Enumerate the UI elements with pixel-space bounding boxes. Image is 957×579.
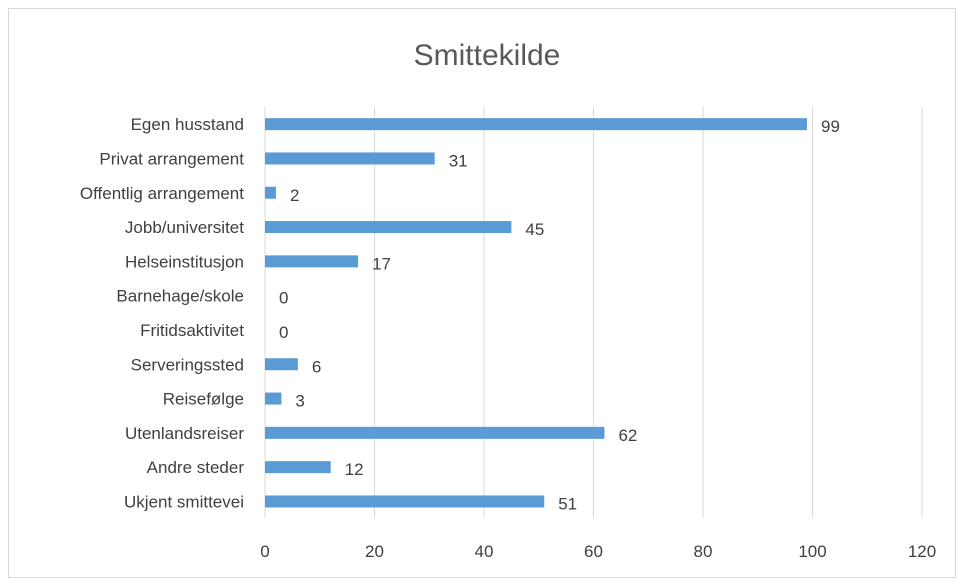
category-label-6: Fritidsaktivitet: [140, 321, 244, 340]
category-label-0: Egen husstand: [131, 115, 244, 134]
bar-2: [265, 186, 276, 199]
value-labels: 99 31 2 45 17 0 0 63 62 12 51: [279, 117, 840, 513]
x-tick-label-5: 100: [798, 542, 826, 561]
category-label-4: Helseinstitusjon: [125, 252, 244, 271]
bar-8: [265, 392, 282, 405]
category-label-1: Privat arrangement: [99, 149, 244, 168]
category-label-2: Offentlig arrangement: [80, 184, 244, 203]
value-label-6: 0: [279, 323, 288, 342]
category-label-3: Jobb/universitet: [125, 218, 244, 237]
gridlines: [264, 107, 923, 518]
x-axis-tick-labels: 0 20 40 60 80 100 120: [260, 542, 936, 561]
bar-11: [265, 495, 545, 508]
value-label-7: 6: [312, 357, 321, 376]
category-label-11: Ukjent smittevei: [124, 492, 244, 511]
value-label-5: 0: [279, 289, 288, 308]
x-tick-label-0: 0: [260, 542, 269, 561]
bar-9: [265, 426, 605, 439]
category-label-5: Barnehage/skole: [116, 287, 244, 306]
chart-frame: [8, 8, 956, 578]
value-label-9: 62: [618, 426, 637, 445]
x-tick-label-2: 40: [475, 542, 494, 561]
value-label-11: 51: [558, 494, 577, 513]
value-label-10: 12: [345, 460, 364, 479]
value-label-3: 45: [525, 220, 544, 239]
x-tick-label-6: 120: [908, 542, 936, 561]
x-tick-label-1: 20: [365, 542, 384, 561]
bars: [265, 118, 808, 508]
bar-10: [265, 461, 331, 474]
bar-7: [265, 358, 298, 371]
x-tick-label-3: 60: [584, 542, 603, 561]
category-label-10: Andre steder: [147, 458, 245, 477]
value-label-4: 17: [372, 254, 391, 273]
value-label-1: 31: [449, 151, 468, 170]
category-label-8: Reisefølge: [163, 390, 244, 409]
bar-0: [265, 118, 808, 131]
category-labels: Egen husstand Privat arrangement Offentlig…: [80, 115, 244, 511]
value-label-8: 3: [295, 392, 304, 411]
bar-4: [265, 255, 359, 268]
category-label-9: Utenlandsreiser: [125, 424, 244, 443]
category-label-7: Serveringssted: [131, 355, 244, 374]
x-tick-label-4: 80: [694, 542, 713, 561]
value-label-0: 99: [821, 117, 840, 136]
bar-3: [265, 221, 512, 234]
chart-title: Smittekilde: [414, 39, 561, 72]
value-label-2: 2: [290, 186, 299, 205]
bar-1: [265, 152, 435, 165]
